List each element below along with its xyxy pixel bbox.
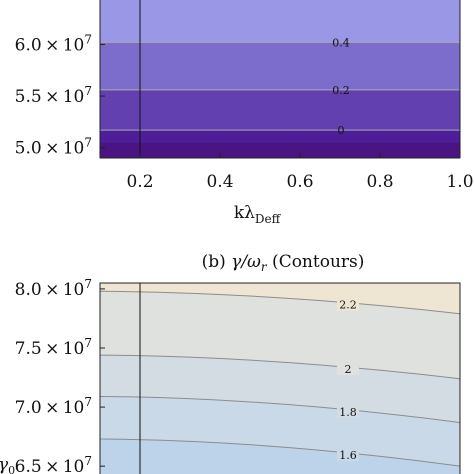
panel-a-contour-label-0.4: 0.4 xyxy=(332,36,350,49)
panel-a-y-tick-label-0: 5.0 × 107 xyxy=(15,136,92,159)
panel-a-y-ticks: 5.0 × 107 5.5 × 107 6.0 × 107 xyxy=(15,32,105,159)
panel-a-band-3 xyxy=(100,42,460,90)
panel-b-y-tick-label-3: 8.0 × 107 xyxy=(15,277,92,300)
panel-a-x-tick-label-3: 0.8 xyxy=(366,172,393,192)
panel-a-x-tick-label-1: 0.4 xyxy=(206,172,233,192)
panel-b-title: (b) γ/ωr (Contours) xyxy=(202,252,365,274)
panel-b-contour-1.8 xyxy=(100,395,460,423)
panel-a-contours: 0 0.2 0.4 xyxy=(100,36,460,137)
panel-a-x-ticks: 0.2 0.4 0.6 0.8 1.0 xyxy=(126,153,474,192)
panel-b-regions xyxy=(100,283,460,474)
panel-b-contour-label-bg-0 xyxy=(337,448,359,462)
panel-a-contour-label-0: 0 xyxy=(338,124,345,137)
panel-a-y-tick-label-2: 6.0 × 107 xyxy=(15,32,92,55)
panel-a-x-tick-label-0: 0.2 xyxy=(126,172,153,192)
panel-a-band-0 xyxy=(100,142,460,158)
panel-b-y-tick-label-2: 7.5 × 107 xyxy=(15,336,92,359)
panel-a-band-1 xyxy=(100,130,460,143)
panel-a-bands xyxy=(100,0,460,158)
panel-b-contour-label-bg-3 xyxy=(337,297,359,311)
panel-b: (b) γ/ωr (Contours) 1.6 1.8 2 2.2 6.5 × 107… xyxy=(0,252,461,474)
panel-b-contour-label-2.2: 2.2 xyxy=(339,299,357,312)
panel-a-x-tick-label-4: 1.0 xyxy=(446,172,473,192)
panel-b-y-tick-label-0: 6.5 × 107 xyxy=(15,454,92,474)
panel-b-contours: 1.6 1.8 2 2.2 xyxy=(100,290,460,467)
panel-b-region-3 xyxy=(100,283,460,379)
panel-b-contour-label-1.6: 1.6 xyxy=(339,449,357,462)
panel-b-y-axis-fragment: γ0 xyxy=(0,455,15,474)
panel-b-contour-2.2 xyxy=(100,290,460,315)
panel-a-y-tick-label-1: 5.5 × 107 xyxy=(15,84,92,107)
panel-b-contour-label-bg-1 xyxy=(337,404,359,418)
panel-b-y-tick-label-1: 7.0 × 107 xyxy=(15,395,92,418)
panel-a-x-tick-label-2: 0.6 xyxy=(286,172,313,192)
panel-b-contour-label-2: 2 xyxy=(345,363,352,376)
panel-b-y-ticks: 6.5 × 107 7.0 × 107 7.5 × 107 8.0 × 107 xyxy=(15,277,105,474)
panel-b-contour-1.6 xyxy=(100,438,460,467)
panel-b-frame xyxy=(99,282,461,474)
panel-b-contour-label-1.8: 1.8 xyxy=(339,406,357,419)
panel-a-frame xyxy=(99,0,461,159)
panel-a-x-axis-title: kλDeff xyxy=(234,203,282,226)
panel-a-contour-label-0.2: 0.2 xyxy=(332,84,350,97)
panel-a-band-4 xyxy=(100,0,460,43)
panel-b-contour-2 xyxy=(100,354,460,380)
panel-a-band-2 xyxy=(100,89,460,131)
panel-b-contour-label-bg-2 xyxy=(337,362,359,376)
panel-b-region-4 xyxy=(100,283,460,314)
